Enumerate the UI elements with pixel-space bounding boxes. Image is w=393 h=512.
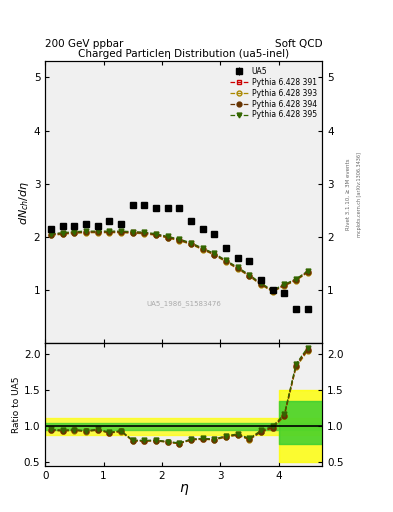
Legend: UA5, Pythia 6.428 391, Pythia 6.428 393, Pythia 6.428 394, Pythia 6.428 395: UA5, Pythia 6.428 391, Pythia 6.428 393,…: [228, 65, 318, 121]
Y-axis label: $dN_{ch}/d\eta$: $dN_{ch}/d\eta$: [17, 180, 31, 225]
Text: UA5_1986_S1583476: UA5_1986_S1583476: [146, 301, 221, 307]
Y-axis label: Ratio to UA5: Ratio to UA5: [12, 376, 21, 433]
Text: mcplots.cern.ch [arXiv:1306.3436]: mcplots.cern.ch [arXiv:1306.3436]: [357, 152, 362, 237]
Title: Charged Particleη Distribution (ua5-inel): Charged Particleη Distribution (ua5-inel…: [78, 49, 289, 59]
X-axis label: $\eta$: $\eta$: [178, 482, 189, 497]
Text: 200 GeV ppbar: 200 GeV ppbar: [45, 38, 123, 49]
Text: Soft QCD: Soft QCD: [275, 38, 322, 49]
Text: Rivet 3.1.10, ≥ 3M events: Rivet 3.1.10, ≥ 3M events: [345, 159, 350, 230]
